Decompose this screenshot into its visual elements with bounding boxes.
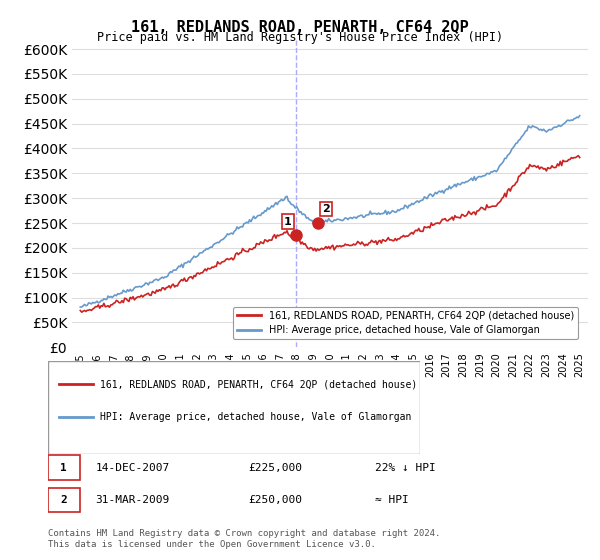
FancyBboxPatch shape [48,455,80,480]
Text: 31-MAR-2009: 31-MAR-2009 [95,494,170,505]
Text: 2: 2 [322,204,330,214]
FancyBboxPatch shape [48,361,420,454]
Text: 1: 1 [284,217,292,226]
Legend: 161, REDLANDS ROAD, PENARTH, CF64 2QP (detached house), HPI: Average price, deta: 161, REDLANDS ROAD, PENARTH, CF64 2QP (d… [233,307,578,339]
Text: Contains HM Land Registry data © Crown copyright and database right 2024.
This d: Contains HM Land Registry data © Crown c… [48,529,440,549]
Text: 2: 2 [61,494,67,505]
Text: 161, REDLANDS ROAD, PENARTH, CF64 2QP: 161, REDLANDS ROAD, PENARTH, CF64 2QP [131,20,469,35]
Text: 161, REDLANDS ROAD, PENARTH, CF64 2QP (detached house): 161, REDLANDS ROAD, PENARTH, CF64 2QP (d… [100,379,418,389]
Text: 1: 1 [61,463,67,473]
Text: 22% ↓ HPI: 22% ↓ HPI [376,463,436,473]
Text: Price paid vs. HM Land Registry's House Price Index (HPI): Price paid vs. HM Land Registry's House … [97,31,503,44]
Text: HPI: Average price, detached house, Vale of Glamorgan: HPI: Average price, detached house, Vale… [100,412,412,422]
Text: £225,000: £225,000 [248,463,302,473]
Text: £250,000: £250,000 [248,494,302,505]
Text: ≈ HPI: ≈ HPI [376,494,409,505]
Text: 14-DEC-2007: 14-DEC-2007 [95,463,170,473]
FancyBboxPatch shape [48,488,80,512]
